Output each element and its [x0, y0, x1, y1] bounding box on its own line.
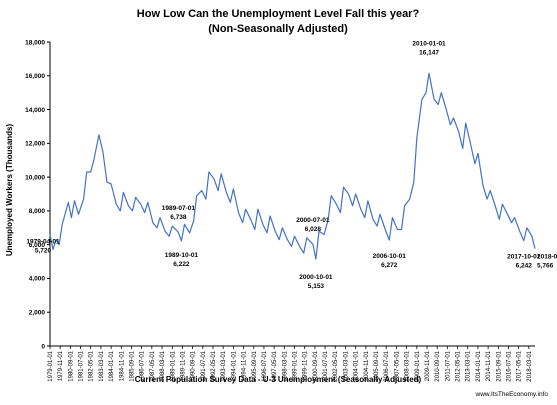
annotation-date: 2000-10-01 — [299, 274, 333, 281]
annotation-value: 6,028 — [305, 226, 322, 233]
x-tick-label: 1984-11-01 — [119, 350, 125, 381]
x-tick-label: 2003-03-01 — [343, 350, 349, 381]
chart-title: How Low Can the Unemployment Level Fall … — [137, 8, 420, 20]
annotation: 2018-09-01 5,766 — [537, 254, 557, 270]
y-axis-title: Unemployed Workers (Thousands) — [5, 124, 14, 257]
x-tick-label: 2010-09-01 — [435, 350, 441, 381]
x-tick-label: 2005-09-01 — [374, 350, 380, 381]
chart-subtitle: (Non-Seasonally Adjusted) — [208, 23, 348, 35]
series-line — [49, 72, 536, 260]
y-tick-label: 8,000 — [29, 208, 46, 215]
y-tick-label: 12,000 — [25, 141, 45, 148]
annotation-date: 1989-07-01 — [162, 205, 196, 212]
x-tick-label: 1989-11-01 — [180, 350, 186, 381]
x-axis-title: Current Population Survey Data - U-3 Une… — [135, 375, 422, 384]
annotation-date: 2000-07-01 — [296, 217, 330, 224]
annotation: 1989-07-01 6,738 — [162, 205, 196, 221]
annotation-value: 6,222 — [173, 261, 190, 268]
x-tick-label: 1983-03-01 — [99, 350, 105, 381]
annotation: 2017-10-01 6,242 — [507, 254, 541, 270]
x-tick-label: 1990-09-01 — [191, 350, 197, 381]
y-tick-label: 10,000 — [25, 174, 45, 181]
x-tick-label: 1985-09-01 — [130, 350, 136, 381]
annotation-value: 5,720 — [35, 247, 52, 254]
x-tick-label: 1984-01-01 — [109, 350, 115, 381]
y-tick-labels: 0 2,000 4,000 6,000 8,000 10,000 12,000 14,000 1… — [25, 39, 45, 350]
x-tick-label: 2002-05-01 — [333, 350, 339, 381]
x-tick-label: 2007-05-01 — [394, 350, 400, 381]
x-tick-label: 2017-05-01 — [517, 350, 523, 381]
x-tick-label: 1986-07-01 — [140, 350, 146, 381]
annotation: 2006-10-01 6,272 — [373, 253, 407, 269]
annotation-value: 5,766 — [537, 263, 554, 270]
x-tick-labels: 1979-01-01 1979-11-01 1980-09-01 1981-07-01… — [48, 350, 533, 381]
annotation-date: 2018-09-01 — [537, 254, 557, 261]
y-tick-label: 16,000 — [25, 73, 45, 80]
x-tick-label: 2012-05-01 — [456, 350, 462, 381]
annotation: 2000-10-01 5,153 — [299, 274, 333, 290]
x-tick-label: 1993-03-01 — [221, 350, 227, 381]
y-tick-label: 6,000 — [29, 242, 46, 249]
annotation: 1979-04-01 5,720 — [26, 238, 60, 254]
annotation-value: 16,147 — [419, 49, 439, 56]
x-tick-label: 2011-07-01 — [445, 350, 451, 381]
y-tick-label: 14,000 — [25, 107, 45, 114]
x-tick-label: 1992-05-01 — [211, 350, 217, 381]
annotation: 2000-07-01 6,028 — [296, 217, 330, 233]
x-tick-label: 1998-03-01 — [282, 350, 288, 381]
x-tick-label: 2014-11-01 — [486, 350, 492, 381]
series-layer — [49, 72, 536, 260]
x-tick-label: 2009-01-01 — [415, 350, 421, 381]
axes — [47, 41, 535, 349]
x-tick-label: 2014-01-01 — [476, 350, 482, 381]
x-tick-label: 1988-03-01 — [160, 350, 166, 381]
x-tick-label: 1999-01-01 — [293, 350, 299, 381]
y-tick-label: 2,000 — [29, 310, 46, 317]
x-tick-label: 1989-01-01 — [170, 350, 176, 381]
x-tick-label: 2004-11-01 — [364, 350, 370, 381]
annotation-date: 2017-10-01 — [507, 254, 541, 261]
x-tick-label: 2018-03-01 — [527, 350, 533, 381]
source-credit: www.ItsTheEconomy.info — [475, 391, 549, 398]
x-tick-label: 1982-05-01 — [89, 350, 95, 381]
x-tick-label: 1991-07-01 — [201, 350, 207, 381]
x-tick-label: 1979-11-01 — [58, 350, 64, 381]
annotation-date: 1979-04-01 — [26, 238, 60, 245]
x-tick-label: 2015-09-01 — [496, 350, 502, 381]
x-tick-label: 2013-03-01 — [466, 350, 472, 381]
x-tick-label: 1987-05-01 — [150, 350, 156, 381]
x-tick-label: 2016-07-01 — [506, 350, 512, 381]
x-tick-label: 1979-01-01 — [48, 350, 54, 381]
x-tick-label: 1981-07-01 — [79, 350, 85, 381]
x-tick-label: 1996-07-01 — [262, 350, 268, 381]
annotation-value: 6,272 — [381, 262, 398, 269]
x-tick-label: 1994-11-01 — [242, 350, 248, 381]
x-tick-label: 2001-07-01 — [323, 350, 329, 381]
x-tick-label: 2006-07-01 — [384, 350, 390, 381]
x-tick-label: 1997-05-01 — [272, 350, 278, 381]
annotation-layer: 1979-04-01 5,720 1989-07-01 6,738 1989-10-01… — [26, 40, 557, 290]
x-tick-label: 1980-09-01 — [68, 350, 74, 381]
annotation-value: 5,153 — [308, 283, 325, 290]
y-tick-label: 0 — [41, 343, 45, 350]
annotation-date: 1989-10-01 — [165, 252, 199, 259]
annotation-date: 2010-01-01 — [412, 40, 446, 47]
y-tick-label: 4,000 — [29, 276, 46, 283]
annotation-date: 2006-10-01 — [373, 253, 407, 260]
annotation: 2010-01-01 16,147 — [412, 40, 446, 56]
annotation: 1989-10-01 6,222 — [165, 252, 199, 268]
x-tick-label: 2004-01-01 — [354, 350, 360, 381]
x-tick-label: 1999-11-01 — [303, 350, 309, 381]
x-tick-label: 2009-11-01 — [425, 350, 431, 381]
annotation-value: 6,242 — [516, 263, 533, 270]
x-tick-label: 2008-03-01 — [405, 350, 411, 381]
x-tick-label: 1994-01-01 — [231, 350, 237, 381]
x-tick-label: 2000-09-01 — [313, 350, 319, 381]
x-tick-label: 1995-09-01 — [252, 350, 258, 381]
y-tick-label: 18,000 — [25, 39, 45, 46]
annotation-value: 6,738 — [170, 214, 187, 221]
